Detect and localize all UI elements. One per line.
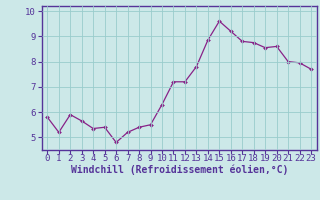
- X-axis label: Windchill (Refroidissement éolien,°C): Windchill (Refroidissement éolien,°C): [70, 165, 288, 175]
